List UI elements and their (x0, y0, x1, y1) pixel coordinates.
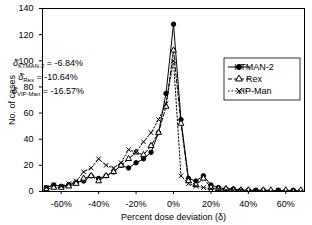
svg-text:20%: 20% (202, 199, 220, 209)
svg-text:40%: 40% (239, 199, 257, 209)
svg-text:δ̄Rex = -10.64%: δ̄Rex = -10.64% (18, 72, 77, 83)
svg-text:20: 20 (23, 160, 33, 170)
svg-text:No. of cases: No. of cases (7, 74, 17, 125)
svg-text:Percent dose deviation (δ): Percent dose deviation (δ) (121, 212, 226, 222)
svg-text:120: 120 (18, 30, 33, 40)
svg-text:δ̄KTMAN-2 = -6.84%: δ̄KTMAN-2 = -6.84% (13, 58, 83, 69)
svg-text:0%: 0% (167, 199, 180, 209)
svg-text:40: 40 (23, 134, 33, 144)
svg-text:Rex: Rex (246, 74, 263, 84)
svg-text:0: 0 (28, 186, 33, 196)
svg-text:140: 140 (18, 3, 33, 13)
svg-text:80: 80 (23, 81, 34, 92)
svg-text:60: 60 (23, 108, 33, 118)
svg-text:-20%: -20% (126, 199, 147, 209)
svg-text:δ̄VIP-Man = -16.57%: δ̄VIP-Man = -16.57% (12, 86, 84, 97)
svg-text:VIP-Man: VIP-Man (236, 86, 271, 96)
svg-text:100: 100 (18, 55, 34, 66)
svg-text:60%: 60% (277, 199, 295, 209)
svg-text:-60%: -60% (51, 199, 72, 209)
svg-text:KTMAN-2: KTMAN-2 (234, 62, 274, 72)
svg-text:-40%: -40% (88, 199, 109, 209)
